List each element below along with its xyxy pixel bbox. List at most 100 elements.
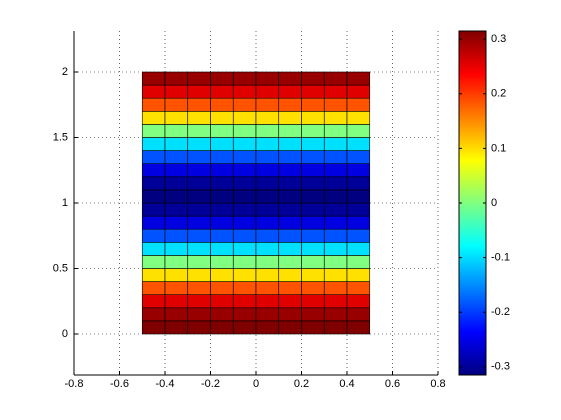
cell bbox=[232, 137, 257, 151]
cell bbox=[255, 124, 280, 138]
cell bbox=[210, 228, 234, 243]
cell bbox=[346, 150, 371, 165]
cell bbox=[164, 228, 189, 243]
cell bbox=[141, 137, 166, 151]
cell bbox=[278, 97, 302, 112]
colorbar-tick-label: -0.1 bbox=[491, 252, 510, 264]
cell bbox=[187, 163, 211, 178]
cell bbox=[323, 163, 348, 178]
cell bbox=[232, 124, 257, 138]
cell bbox=[141, 202, 166, 217]
cell bbox=[210, 294, 234, 309]
cell bbox=[278, 320, 302, 335]
cell bbox=[255, 111, 280, 125]
cell bbox=[164, 281, 189, 295]
cell bbox=[255, 281, 280, 295]
cell bbox=[346, 255, 371, 269]
cell bbox=[141, 268, 166, 282]
cell bbox=[232, 176, 257, 191]
cell bbox=[232, 268, 257, 282]
colorbar-tick-label: -0.3 bbox=[491, 361, 510, 373]
cell bbox=[323, 150, 348, 165]
cell bbox=[323, 71, 348, 86]
cell bbox=[323, 294, 348, 309]
cell bbox=[346, 111, 371, 125]
cell bbox=[164, 294, 189, 309]
cell bbox=[164, 84, 189, 99]
cell bbox=[187, 71, 211, 86]
cell bbox=[232, 320, 257, 335]
cell bbox=[232, 202, 257, 217]
cell bbox=[323, 202, 348, 217]
cell bbox=[210, 163, 234, 178]
cell bbox=[164, 307, 189, 322]
cell bbox=[210, 137, 234, 151]
cell bbox=[323, 137, 348, 151]
cell bbox=[278, 150, 302, 165]
cell bbox=[232, 281, 257, 295]
colorbar-tick-label: 0.2 bbox=[491, 88, 506, 100]
cell bbox=[141, 71, 166, 86]
cell bbox=[141, 281, 166, 295]
cell bbox=[164, 215, 189, 230]
cell bbox=[210, 150, 234, 165]
x-tick-label: -0.2 bbox=[201, 378, 220, 390]
cell bbox=[164, 189, 189, 204]
cell bbox=[301, 111, 325, 125]
cell bbox=[210, 215, 234, 230]
cell bbox=[301, 163, 325, 178]
colorbar-tick-label: 0.1 bbox=[491, 142, 506, 154]
cell bbox=[301, 281, 325, 295]
x-tick-label: 0.6 bbox=[385, 378, 400, 390]
cell bbox=[301, 97, 325, 112]
cell bbox=[210, 281, 234, 295]
colorbar-tick-label: -0.2 bbox=[491, 306, 510, 318]
cell bbox=[255, 307, 280, 322]
cell bbox=[323, 176, 348, 191]
cell bbox=[301, 71, 325, 86]
cell bbox=[141, 176, 166, 191]
cell bbox=[255, 268, 280, 282]
cell bbox=[255, 255, 280, 269]
cell bbox=[255, 163, 280, 178]
cell bbox=[232, 97, 257, 112]
cell bbox=[346, 307, 371, 322]
cell bbox=[164, 163, 189, 178]
cell bbox=[141, 215, 166, 230]
cell bbox=[278, 137, 302, 151]
cell bbox=[141, 307, 166, 322]
cell bbox=[323, 189, 348, 204]
x-tick-label: 0.2 bbox=[294, 378, 309, 390]
cell bbox=[210, 84, 234, 99]
cell bbox=[278, 124, 302, 138]
cell bbox=[187, 215, 211, 230]
cell bbox=[323, 281, 348, 295]
cell bbox=[301, 320, 325, 335]
cell bbox=[323, 241, 348, 256]
cell bbox=[232, 163, 257, 178]
cell bbox=[210, 202, 234, 217]
cell bbox=[301, 228, 325, 243]
cell bbox=[232, 215, 257, 230]
cell bbox=[187, 281, 211, 295]
cell bbox=[301, 176, 325, 191]
cell bbox=[255, 294, 280, 309]
cell bbox=[346, 163, 371, 178]
cell bbox=[187, 228, 211, 243]
cell bbox=[210, 176, 234, 191]
cell bbox=[301, 255, 325, 269]
cell bbox=[323, 320, 348, 335]
cell bbox=[278, 281, 302, 295]
cell bbox=[210, 124, 234, 138]
cell bbox=[187, 97, 211, 112]
cell bbox=[210, 241, 234, 256]
cell bbox=[187, 294, 211, 309]
cell bbox=[164, 111, 189, 125]
cell bbox=[323, 97, 348, 112]
cell bbox=[278, 71, 302, 86]
cell bbox=[210, 268, 234, 282]
cell bbox=[346, 241, 371, 256]
cell bbox=[141, 150, 166, 165]
cell bbox=[164, 176, 189, 191]
